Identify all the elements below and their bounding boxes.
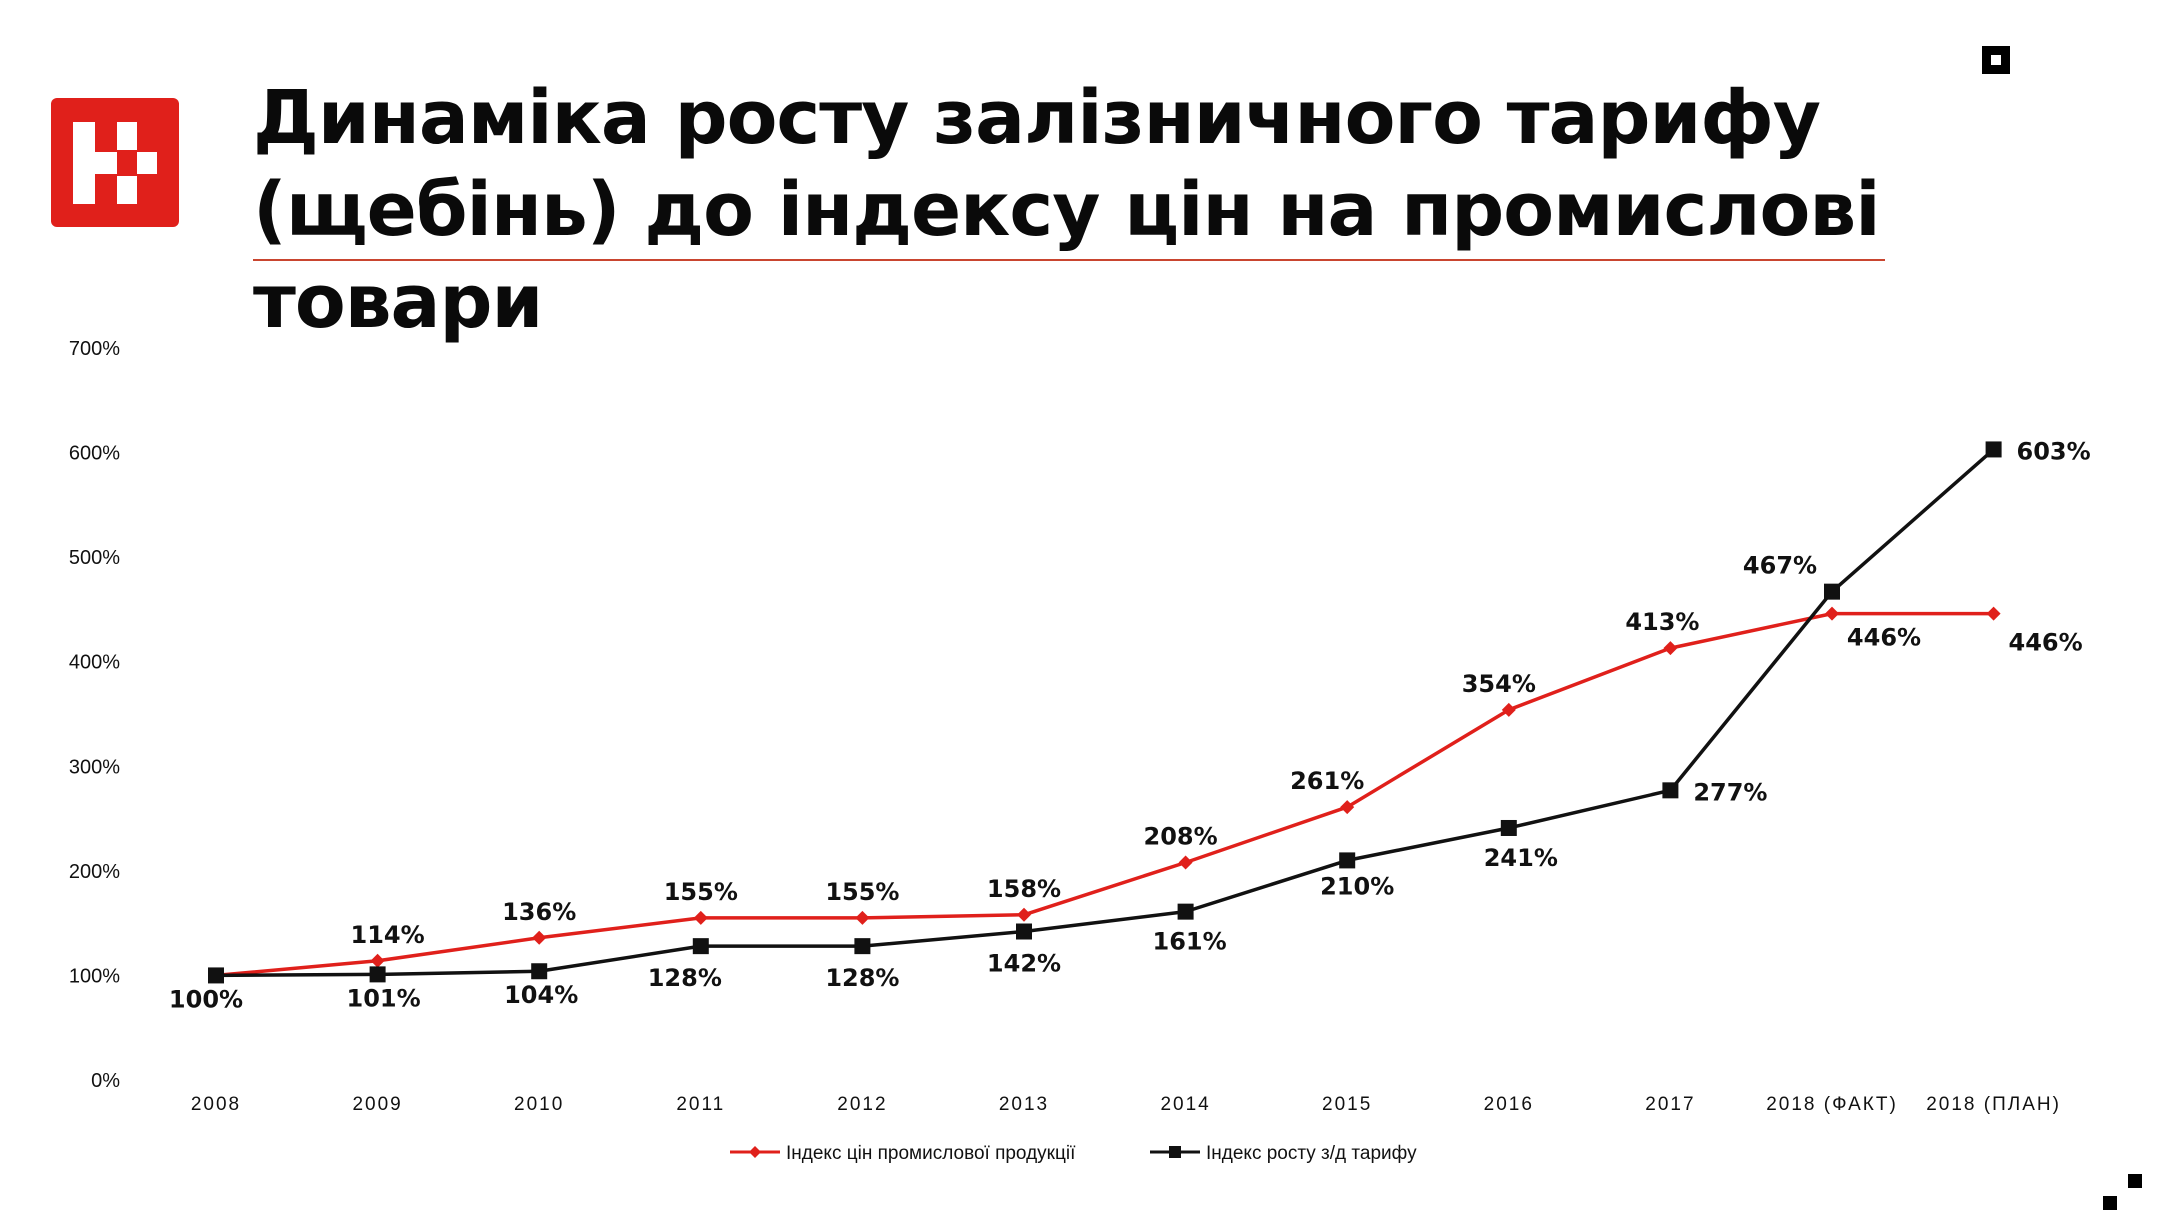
legend-marker [749, 1146, 761, 1158]
data-point-tariff-index [1177, 903, 1194, 920]
y-tick-label: 600% [69, 443, 120, 465]
data-label-tariff-index: 128% [825, 964, 899, 992]
data-label-tariff-index: 241% [1484, 844, 1558, 872]
data-label-price-index: 413% [1625, 608, 1699, 636]
data-point-price-index [855, 910, 870, 925]
data-point-tariff-index [208, 967, 224, 984]
y-tick-label: 100% [69, 965, 120, 987]
data-point-tariff-index [1339, 852, 1356, 869]
data-point-tariff-index [1500, 819, 1517, 836]
corner-mark-top-inner [1991, 55, 2001, 65]
corner-mark-bottom-2 [2128, 1174, 2142, 1188]
data-label-price-index: 155% [825, 878, 899, 906]
data-label-tariff-index: 142% [987, 950, 1061, 978]
x-tick-label: 2012 [837, 1094, 887, 1115]
x-tick-label: 2018 (ПЛАН) [1926, 1094, 2061, 1115]
y-tick-label: 0% [91, 1070, 120, 1092]
x-tick-label: 2010 [514, 1094, 564, 1115]
data-point-tariff-index [692, 938, 709, 955]
data-label-tariff-index: 161% [1153, 928, 1227, 956]
x-tick-label: 2013 [999, 1094, 1049, 1115]
title-divider [253, 259, 1885, 261]
series-line-price-index [215, 611, 1994, 978]
data-label-tariff-index: 128% [648, 964, 722, 992]
x-tick-label: 2017 [1645, 1094, 1695, 1115]
data-label-price-index: 354% [1462, 670, 1536, 698]
data-label-tariff-index: 100% [169, 985, 243, 1013]
x-tick-label: 2016 [1484, 1094, 1534, 1115]
data-label-tariff-index: 277% [1693, 778, 1767, 806]
data-point-tariff-index [1985, 441, 2002, 458]
data-point-tariff-index [369, 966, 386, 983]
data-label-tariff-index: 210% [1320, 872, 1394, 900]
series-line-tariff-index [215, 448, 1995, 978]
y-tick-label: 700% [69, 338, 120, 360]
data-point-tariff-index [1016, 923, 1032, 940]
x-tick-label: 2018 (ФАКТ) [1766, 1094, 1898, 1115]
data-point-tariff-index [854, 938, 871, 955]
legend-label-price-index: Індекс цін промислової продукції [786, 1143, 1076, 1164]
legend-marker [1169, 1146, 1181, 1158]
data-label-tariff-index: 603% [2017, 437, 2091, 465]
data-point-price-index [1340, 800, 1355, 815]
data-label-price-index: 136% [502, 898, 576, 926]
data-label-price-index: 261% [1290, 767, 1364, 795]
data-point-price-index [1017, 907, 1031, 922]
data-point-price-index [693, 910, 708, 925]
data-point-price-index [370, 953, 385, 968]
data-label-price-index: 114% [351, 921, 425, 949]
company-logo-icon [51, 98, 179, 227]
y-tick-label: 200% [69, 861, 120, 883]
x-tick-label: 2014 [1160, 1094, 1210, 1115]
x-tick-label: 2009 [352, 1094, 402, 1115]
data-point-tariff-index [531, 963, 548, 980]
x-tick-label: 2011 [676, 1094, 725, 1115]
page-title: Динаміка росту залізничного тарифу (щебі… [253, 75, 1881, 345]
data-point-tariff-index [1662, 782, 1679, 799]
data-label-price-index: 446% [1847, 624, 1921, 652]
data-label-price-index: 446% [2009, 629, 2083, 657]
data-point-price-index [1663, 641, 1678, 656]
data-point-tariff-index [1824, 583, 1840, 600]
data-point-price-index [1178, 855, 1193, 870]
y-tick-label: 400% [69, 652, 120, 674]
data-point-price-index [1501, 702, 1516, 717]
data-label-tariff-index: 101% [347, 984, 421, 1012]
data-label-price-index: 208% [1144, 822, 1218, 850]
x-tick-label: 2015 [1322, 1094, 1372, 1115]
legend-label-tariff-index: Індекс росту з/д тарифу [1206, 1143, 1417, 1164]
data-point-price-index [1825, 606, 1839, 621]
data-label-tariff-index: 104% [504, 981, 578, 1009]
y-tick-label: 300% [69, 756, 120, 778]
data-label-price-index: 155% [664, 878, 738, 906]
data-label-price-index: 158% [987, 875, 1061, 903]
y-tick-label: 500% [69, 547, 120, 569]
data-point-price-index [1986, 606, 2001, 621]
data-label-tariff-index: 467% [1743, 552, 1817, 580]
corner-mark-bottom-1 [2103, 1196, 2117, 1210]
x-tick-label: 2008 [191, 1094, 241, 1115]
data-point-price-index [532, 930, 547, 945]
